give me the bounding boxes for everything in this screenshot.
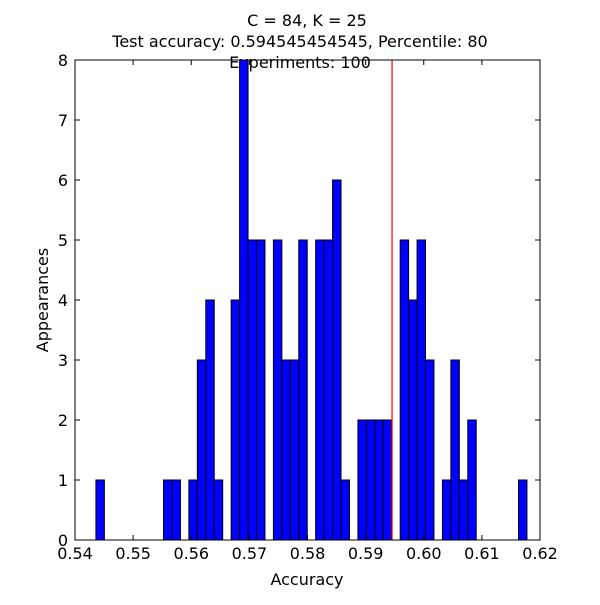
y-tick-label: 1 <box>58 471 68 490</box>
histogram-bar <box>196 359 207 541</box>
histogram-bar <box>323 239 334 541</box>
x-tick-label: 0.56 <box>173 544 209 563</box>
title-line-1: C = 84, K = 25 <box>247 11 367 30</box>
histogram-bar <box>458 479 469 541</box>
histogram-bar <box>517 479 528 541</box>
histogram-bar <box>365 419 376 541</box>
histogram-bar <box>171 479 181 541</box>
histogram-bar <box>298 239 308 541</box>
histogram-bar <box>357 419 367 541</box>
y-tick-labels: 0 1 2 3 4 5 6 7 8 <box>58 51 68 550</box>
histogram-bar <box>289 359 300 541</box>
histogram-bar <box>163 479 173 541</box>
x-tick-label: 0.58 <box>290 544 326 563</box>
title-line-2: Test accuracy: 0.594545454545, Percentil… <box>111 32 487 51</box>
histogram-bar <box>408 299 418 541</box>
histogram-bar <box>281 359 291 541</box>
plot-frame <box>74 59 541 541</box>
histogram-bar <box>272 239 283 541</box>
x-tick-label: 0.55 <box>115 544 151 563</box>
y-tick-label: 7 <box>58 111 68 130</box>
y-tick-label: 6 <box>58 171 68 190</box>
histogram-bar <box>95 479 105 541</box>
histogram-bar <box>205 299 215 541</box>
histogram-bar <box>213 479 224 541</box>
x-tick-label: 0.60 <box>406 544 442 563</box>
histogram-bar <box>230 299 241 541</box>
y-tick-label: 5 <box>58 231 68 250</box>
histogram-bar <box>239 59 249 541</box>
x-axis-label: Accuracy <box>270 570 343 589</box>
y-tick-label: 3 <box>58 351 68 370</box>
bars-group <box>95 59 528 541</box>
histogram-bar <box>425 359 435 541</box>
histogram-bar <box>340 479 350 541</box>
histogram-bar <box>441 479 452 541</box>
histogram-bar <box>315 239 325 541</box>
histogram-bar <box>256 239 266 541</box>
y-tick-label: 0 <box>58 531 68 550</box>
histogram-bar <box>382 419 393 541</box>
histogram-bar <box>450 359 460 541</box>
y-tick-label: 8 <box>58 51 68 70</box>
x-tick-label: 0.59 <box>348 544 384 563</box>
x-tick-label: 0.57 <box>232 544 268 563</box>
y-axis-label: Appearances <box>33 248 52 352</box>
x-tick-labels: 0.54 0.55 0.56 0.57 0.58 0.59 0.60 0.61 0.62 <box>57 544 558 563</box>
x-tick-label: 0.61 <box>464 544 500 563</box>
y-tick-label: 4 <box>58 291 68 310</box>
x-tick-label: 0.54 <box>57 544 93 563</box>
histogram-bar <box>332 179 342 541</box>
histogram-bar <box>247 239 258 541</box>
title-line-3: Experiments: 100 <box>229 53 371 72</box>
histogram-bar <box>399 239 410 541</box>
chart-title: C = 84, K = 25 Test accuracy: 0.59454545… <box>111 11 487 72</box>
histogram-bar <box>467 419 477 541</box>
histogram-bar <box>416 239 427 541</box>
histogram-bar <box>374 419 384 541</box>
x-tick-label: 0.62 <box>522 544 558 563</box>
y-tick-label: 2 <box>58 411 68 430</box>
histogram-bar <box>188 479 198 541</box>
